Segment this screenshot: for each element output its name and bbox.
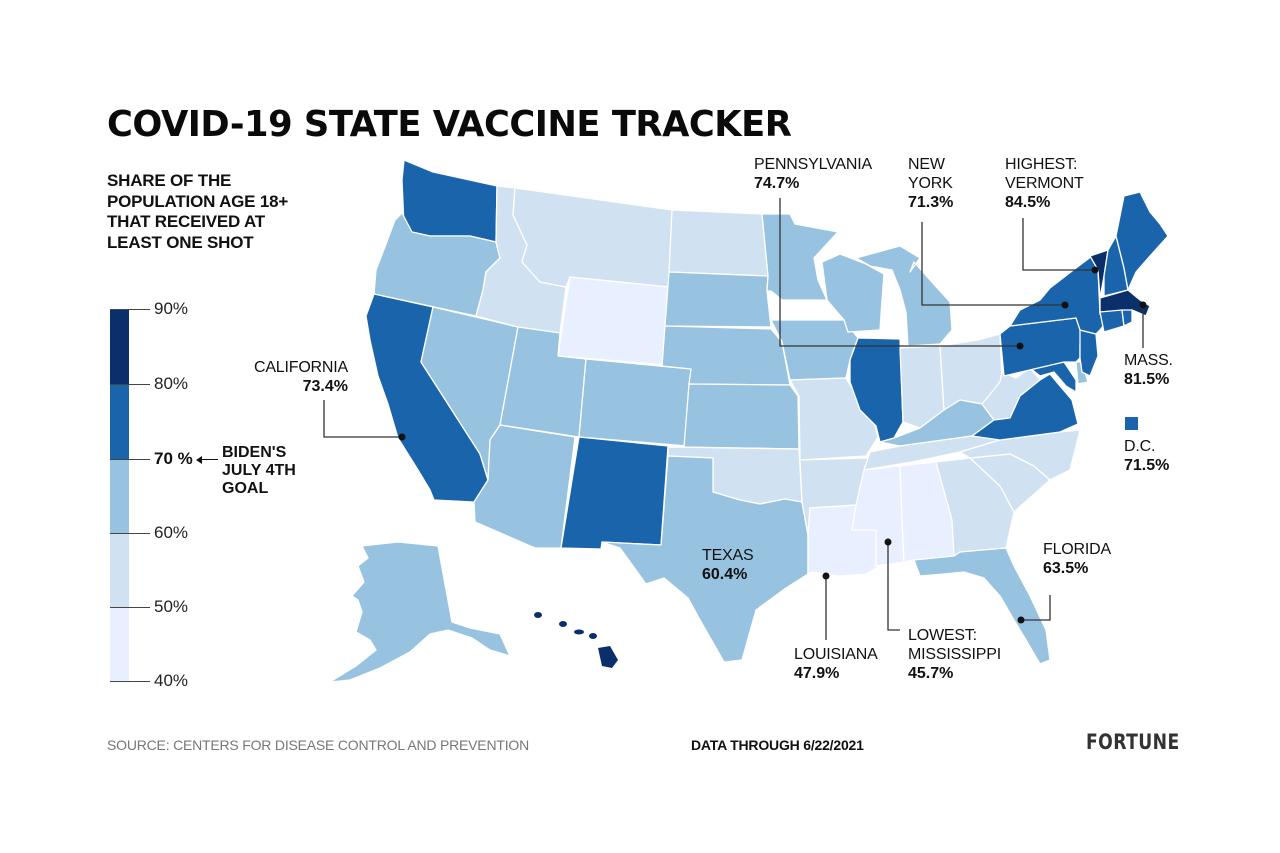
callout-name: TEXAS [702, 547, 754, 564]
state-pennsylvania [999, 317, 1085, 377]
state-minnesota [761, 213, 839, 301]
callout-name: YORK [908, 175, 953, 192]
legend-label-60: 60% [154, 523, 189, 542]
state-montana [512, 187, 673, 288]
state-colorado [578, 358, 692, 447]
callout-value: 47.9% [794, 665, 840, 682]
data-through-note: DATA THROUGH 6/22/2021 [691, 737, 864, 753]
callout-massachusetts: MASS. 81.5% [1124, 351, 1173, 389]
state-rhode-island [1121, 309, 1133, 327]
legend-tick [110, 384, 150, 386]
callout-florida: FLORIDA 63.5% [1043, 540, 1111, 578]
callout-value: 63.5% [1043, 560, 1089, 577]
callout-value: 71.3% [908, 194, 954, 211]
goal-line-3: GOAL [222, 480, 269, 497]
callout-name: FLORIDA [1043, 541, 1111, 558]
state-connecticut [1099, 309, 1125, 333]
legend-tick [110, 681, 150, 683]
callout-mississippi: LOWEST: MISSISSIPPI 45.7% [908, 626, 1001, 683]
dc-swatch [1125, 417, 1138, 430]
callout-new-york: NEW YORK 71.3% [908, 155, 953, 212]
callout-name: LOUISIANA [794, 646, 878, 663]
legend-label-80: 80% [154, 374, 189, 393]
state-kansas [683, 383, 800, 450]
state-washington [401, 159, 498, 243]
state-arizona [473, 424, 576, 549]
callout-name: NEW [908, 156, 945, 173]
state-new-mexico [560, 436, 669, 550]
goal-line-2: JULY 4TH [222, 462, 296, 479]
callout-dc: D.C. 71.5% [1124, 437, 1169, 475]
state-north-dakota [668, 209, 769, 277]
legend-bin-70-80 [110, 384, 129, 459]
state-alaska [329, 541, 511, 683]
callout-value: 84.5% [1005, 194, 1051, 211]
state-south-dakota [664, 271, 772, 328]
fortune-logo: FORTUNE [1086, 730, 1180, 754]
page-title: COVID-19 STATE VACCINE TRACKER [107, 104, 792, 145]
state-wyoming [557, 276, 670, 366]
callout-value: 74.7% [754, 175, 800, 192]
map-subtitle: SHARE OF THE POPULATION AGE 18+ THAT REC… [107, 171, 289, 252]
legend-bin-60-70 [110, 459, 129, 533]
state-maine [1115, 191, 1169, 291]
legend-label-40: 40% [154, 671, 189, 690]
callout-name: HIGHEST: [1005, 156, 1078, 173]
callout-louisiana: LOUISIANA 47.9% [794, 645, 878, 683]
callout-name: PENNSYLVANIA [754, 156, 872, 173]
callout-value: 45.7% [908, 665, 954, 682]
legend-bin-50-60 [110, 533, 129, 607]
state-maryland [1015, 361, 1077, 393]
legend-tick [110, 607, 150, 609]
callout-dots [398, 266, 1147, 624]
callout-name: D.C. [1124, 438, 1156, 455]
source-note: SOURCE: CENTERS FOR DISEASE CONTROL AND … [107, 737, 529, 753]
callout-value: 81.5% [1124, 371, 1170, 388]
legend-bin-40-50 [110, 607, 129, 681]
callout-value: 73.4% [302, 378, 348, 395]
state-wisconsin [821, 253, 885, 333]
goal-annotation: BIDEN'S JULY 4TH GOAL [222, 444, 322, 498]
state-texas [601, 455, 809, 663]
state-new-jersey [1079, 329, 1099, 377]
arrow-left-icon [196, 454, 218, 465]
legend-tick [110, 533, 150, 535]
color-legend: 90% 80% 70 % 60% 50% 40% BIDEN'S JULY 4T… [110, 299, 340, 690]
legend-label-70: 70 % [154, 449, 193, 468]
callout-name: VERMONT [1005, 175, 1084, 192]
callout-name: LOWEST: [908, 627, 977, 644]
state-hawaii [534, 612, 618, 668]
callout-leaders [323, 198, 1144, 640]
callout-vermont: HIGHEST: VERMONT 84.5% [1005, 155, 1084, 212]
callout-value: 60.4% [702, 566, 748, 583]
callout-texas: TEXAS 60.4% [702, 546, 754, 584]
legend-bin-80-90 [110, 309, 129, 384]
goal-line-1: BIDEN'S [222, 444, 287, 461]
callout-value: 71.5% [1124, 457, 1170, 474]
callout-name: MISSISSIPPI [908, 646, 1001, 663]
legend-label-90: 90% [154, 299, 189, 318]
state-virginia [971, 373, 1079, 441]
callout-california: CALIFORNIA 73.4% [240, 358, 348, 396]
callout-name: MASS. [1124, 352, 1173, 369]
callout-name: CALIFORNIA [253, 359, 348, 376]
legend-tick [110, 459, 150, 461]
legend-label-50: 50% [154, 597, 189, 616]
state-michigan [855, 245, 953, 347]
callout-pennsylvania: PENNSYLVANIA 74.7% [754, 155, 872, 193]
state-florida [913, 547, 1051, 665]
legend-tick [110, 309, 150, 311]
